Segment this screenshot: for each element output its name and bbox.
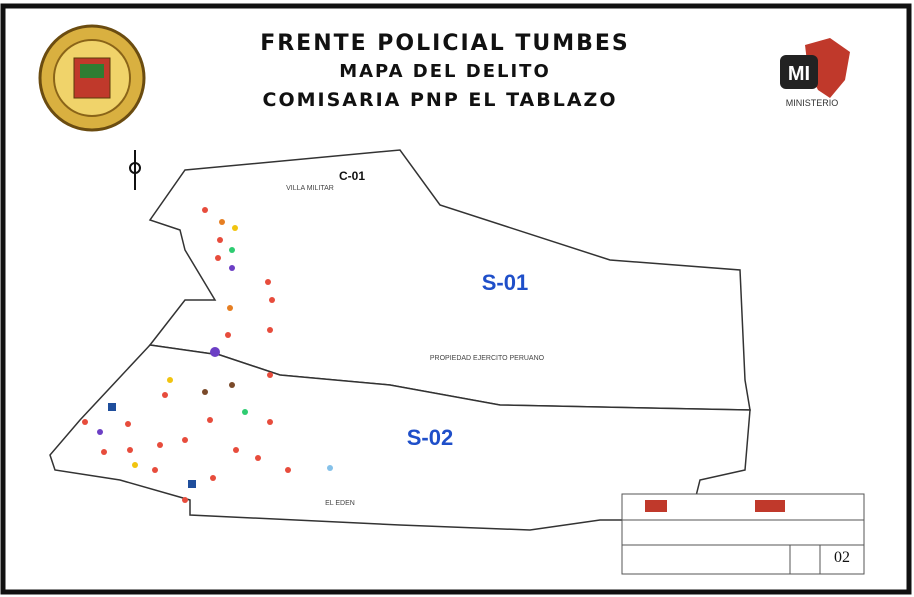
title-block — [622, 494, 864, 574]
sector-label: S-01 — [482, 270, 528, 295]
sheet-number: 02 — [834, 549, 850, 566]
place-label: PROPIEDAD EJERCITO PERUANO — [430, 355, 545, 362]
map-page: FRENTE POLICIAL TUMBES MAPA DEL DELITO C… — [0, 0, 914, 597]
zone-label: C-01 — [339, 169, 365, 183]
subtitle: MAPA DEL DELITO — [339, 61, 551, 82]
place-label: EL EDEN — [325, 500, 355, 507]
place-label: VILLA MILITAR — [286, 185, 334, 192]
svg-text:MI: MI — [788, 63, 810, 85]
ministry-label: MINISTERIO — [786, 98, 839, 108]
sector-label: S-02 — [407, 425, 453, 450]
police-emblem — [40, 26, 144, 130]
station: COMISARIA PNP EL TABLAZO — [263, 89, 618, 111]
title: FRENTE POLICIAL TUMBES — [260, 31, 630, 56]
